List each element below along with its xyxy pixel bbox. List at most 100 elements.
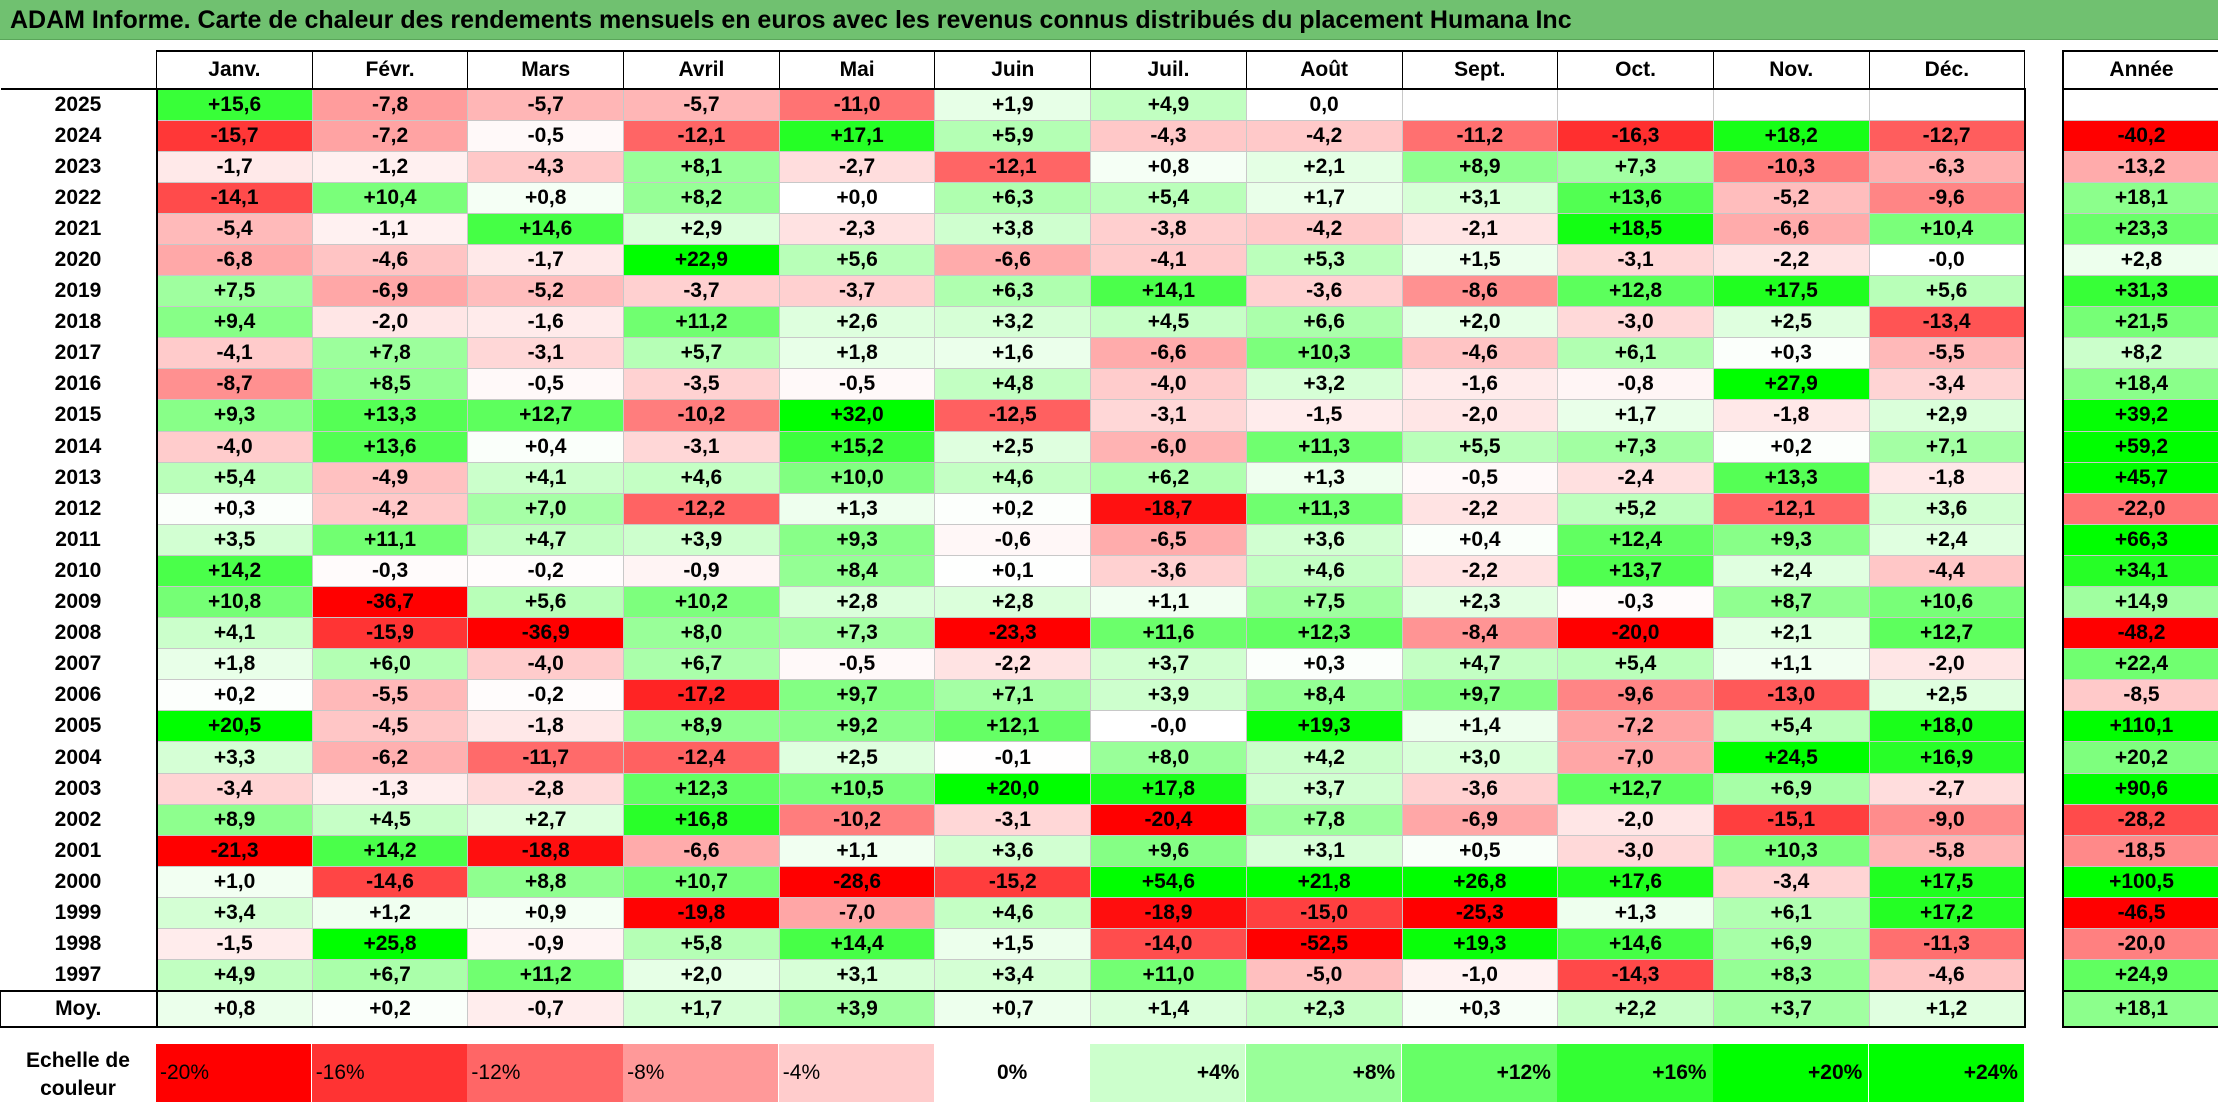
heatmap-cell: -3,1 xyxy=(467,337,625,370)
heatmap-cell: +12,7 xyxy=(1868,617,2026,650)
heatmap-cell: -14,3 xyxy=(1557,959,1714,992)
heatmap-cell: +21,8 xyxy=(1245,865,1403,898)
annual-row: +14,9 xyxy=(2062,585,2218,619)
heatmap-cell: -14,1 xyxy=(156,181,313,214)
heatmap-cell: +13,7 xyxy=(1557,554,1714,588)
heatmap-cell: +2,1 xyxy=(1712,617,1870,650)
heatmap-cell: +10,3 xyxy=(1712,834,1870,867)
annual-row: +45,7 xyxy=(2062,461,2218,494)
heatmap-cell: -20,4 xyxy=(1090,803,1247,836)
average-cell: -0,7 xyxy=(467,989,625,1028)
heatmap-cell: -4,3 xyxy=(1090,119,1247,152)
heatmap-cell: -18,9 xyxy=(1090,896,1247,930)
heatmap-cell: +24,5 xyxy=(1712,741,1870,774)
year-label: 1997 xyxy=(0,959,158,991)
heatmap-cell: -5,8 xyxy=(1868,834,2026,867)
table-row: 2020 -6,8 -4,6 -1,7 +22,9 +5,6 -6,6 -4,1 +5,3 +1,… xyxy=(0,243,2026,277)
heatmap-cell: -7,0 xyxy=(778,896,936,930)
color-scale-step: +24% xyxy=(1868,1044,2024,1102)
heatmap-cell: +2,5 xyxy=(778,741,936,774)
heatmap-cell: +2,4 xyxy=(1712,554,1870,588)
annual-row: -8,5 xyxy=(2062,679,2218,712)
color-scale-step: +8% xyxy=(1245,1044,1402,1102)
year-label: 2014 xyxy=(0,431,158,463)
heatmap-cell: -10,2 xyxy=(623,399,780,432)
annual-cell: +39,2 xyxy=(2062,399,2218,432)
heatmap-cell: -12,2 xyxy=(623,492,780,525)
heatmap-cell: -3,8 xyxy=(1090,212,1247,245)
heatmap-cell: +0,4 xyxy=(1401,523,1559,556)
table-row: 2018 +9,4 -2,0 -1,6 +11,2 +2,6 +3,2 +4,5 +6,6 +2,… xyxy=(0,306,2026,339)
table-row: 1998 -1,5 +25,8 -0,9 +5,8 +14,4 +1,5 -14,0 -52,5… xyxy=(0,928,2026,961)
heatmap-cell: +5,9 xyxy=(934,119,1092,152)
heatmap-cell: +5,5 xyxy=(1401,430,1559,463)
annual-row xyxy=(2062,88,2218,121)
heatmap-cell: -8,6 xyxy=(1401,275,1559,308)
heatmap-cell: -10,2 xyxy=(778,803,936,836)
heatmap-cell: +4,5 xyxy=(311,803,469,836)
heatmap-cell: -14,6 xyxy=(311,865,469,898)
year-label: 2023 xyxy=(0,151,158,183)
heatmap-cell: -5,5 xyxy=(1868,337,2026,370)
average-cell: +0,8 xyxy=(156,989,313,1028)
heatmap-cell: -1,8 xyxy=(1712,399,1870,432)
heatmap-cell: -2,0 xyxy=(1557,803,1714,836)
month-header: Juin xyxy=(934,50,1092,90)
heatmap-cell: +18,2 xyxy=(1712,119,1870,152)
average-cell: +1,2 xyxy=(1868,989,2026,1028)
heatmap-cell: -3,5 xyxy=(623,368,780,401)
heatmap-cell: -0,0 xyxy=(1090,710,1247,743)
heatmap-cell: +1,7 xyxy=(1557,399,1714,432)
table-row: 2023 -1,7 -1,2 -4,3 +8,1 -2,7 -12,1 +0,8 +2,1 +8,… xyxy=(0,150,2026,183)
heatmap-cell: -12,1 xyxy=(934,150,1092,183)
heatmap-cell: +10,5 xyxy=(778,772,936,805)
annual-row: +59,2 xyxy=(2062,430,2218,463)
heatmap-cell: +1,4 xyxy=(1401,710,1559,743)
heatmap-cell: +32,0 xyxy=(778,399,936,432)
heatmap-cell: +0,2 xyxy=(934,492,1092,525)
heatmap-cell: +2,7 xyxy=(467,803,625,836)
average-cell: +3,7 xyxy=(1712,989,1870,1028)
annual-cell: -13,2 xyxy=(2062,150,2218,183)
heatmap-cell: -5,2 xyxy=(467,275,625,308)
year-label: 2000 xyxy=(0,866,158,898)
year-label: 2006 xyxy=(0,679,158,711)
heatmap-cell: +9,7 xyxy=(778,679,936,712)
heatmap-cell: +10,6 xyxy=(1868,585,2026,619)
annual-row: -20,0 xyxy=(2062,928,2218,961)
heatmap-cell: +11,0 xyxy=(1090,959,1247,992)
year-label: 2008 xyxy=(0,617,158,649)
average-cell: +2,3 xyxy=(1245,989,1403,1028)
heatmap-cell: +6,9 xyxy=(1712,928,1870,961)
heatmap-cell: +13,3 xyxy=(1712,461,1870,494)
heatmap-cell: +11,3 xyxy=(1245,430,1403,463)
heatmap-cell: +2,5 xyxy=(1868,679,2026,712)
heatmap-cell: +11,3 xyxy=(1245,492,1403,525)
annual-cell: -46,5 xyxy=(2062,896,2218,930)
heatmap-cell: +0,2 xyxy=(156,679,313,712)
heatmap-cell: -2,2 xyxy=(1401,492,1559,525)
heatmap-cell: -7,2 xyxy=(1557,710,1714,743)
color-scale-step: -20% xyxy=(156,1044,312,1102)
heatmap-cell: -13,0 xyxy=(1712,679,1870,712)
heatmap-cell: +17,1 xyxy=(778,119,936,152)
year-label: 2015 xyxy=(0,399,158,432)
heatmap-cell: +10,0 xyxy=(778,461,936,494)
heatmap-cell: +1,8 xyxy=(778,337,936,370)
heatmap-cell: -4,0 xyxy=(156,430,313,463)
color-scale-step: 0% xyxy=(934,1044,1090,1102)
heatmap-cell: -7,0 xyxy=(1557,741,1714,774)
year-label: 2021 xyxy=(0,213,158,245)
heatmap-cell: +14,2 xyxy=(311,834,469,867)
heatmap-cell: -1,5 xyxy=(1245,399,1403,432)
heatmap-cell: -1,2 xyxy=(311,150,469,183)
heatmap-cell: -6,0 xyxy=(1090,430,1247,463)
heatmap-cell: +8,9 xyxy=(156,803,313,836)
heatmap-cell: +6,7 xyxy=(311,959,469,992)
annual-cell: +8,2 xyxy=(2062,337,2218,370)
heatmap-cell: -1,6 xyxy=(1401,368,1559,401)
heatmap-cell: -1,8 xyxy=(467,710,625,743)
heatmap-cell: +6,3 xyxy=(934,275,1092,308)
annual-row: +24,9 xyxy=(2062,959,2218,992)
annual-cell: +23,3 xyxy=(2062,212,2218,245)
